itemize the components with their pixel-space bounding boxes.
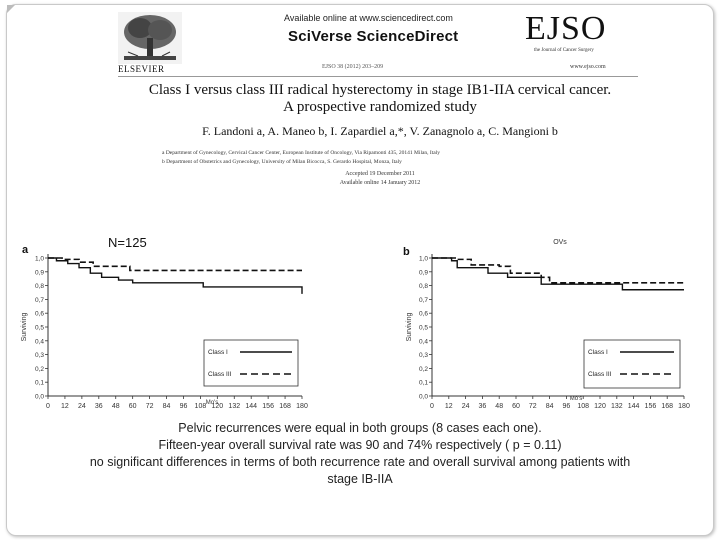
panel-b-legend-label: Class I <box>588 349 608 356</box>
panel-b-x-tick-label: 0 <box>430 403 434 410</box>
caption-line-4: stage IB-IIA <box>327 472 393 486</box>
journal-logo: EJSO <box>525 10 607 47</box>
panel-b-x-tick-label: 24 <box>462 403 470 410</box>
article-authors: F. Landoni a, A. Maneo b, I. Zapardiel a… <box>202 124 558 138</box>
panel-b-x-tick-label: 168 <box>661 403 673 410</box>
available-online-text: Available online at www.sciencedirect.co… <box>284 13 453 23</box>
panel-a-y-tick-label: 0,1 <box>35 380 44 387</box>
panel-a-series-class-i <box>48 257 303 294</box>
panel-b-x-tick-label: 36 <box>479 403 487 410</box>
panel-b-title: OVs <box>553 239 567 246</box>
panel-a-x-tick-label: 84 <box>163 403 171 410</box>
panel-a-y-tick-label: 0,7 <box>35 297 44 304</box>
panel-b-y-tick-label: 0,9 <box>419 269 428 276</box>
frame-corner <box>7 5 15 13</box>
elsevier-tree-logo <box>118 12 182 64</box>
panel-b-x-tick-label: 120 <box>594 403 606 410</box>
panel-b-legend-label: Class III <box>588 371 612 378</box>
available-date: Available online 14 January 2012 <box>339 180 421 186</box>
panel-a-x-tick-label: 168 <box>279 403 291 410</box>
caption-line-2: Fifteen-year overall survival rate was 9… <box>158 438 562 452</box>
panel-a-x-tick-label: 72 <box>146 403 154 410</box>
caption-line-1: Pelvic recurrences were equal in both gr… <box>178 421 542 435</box>
panel-b-x-tick-label: 48 <box>495 403 503 410</box>
panel-a-x-tick-label: 156 <box>262 403 274 410</box>
header-divider <box>118 76 638 77</box>
panel-a-y-tick-label: 0,9 <box>35 269 44 276</box>
panel-b-series-class-iii <box>432 257 684 284</box>
panel-a-y-tick-label: 0,5 <box>35 325 44 332</box>
article-title-line2: A prospective randomized study <box>283 99 477 115</box>
panel-a-x-tick-label: 48 <box>112 403 120 410</box>
panel-a-y-tick-label: 0,3 <box>35 352 44 359</box>
panel-b-legend-box <box>583 339 681 389</box>
panel-b-series-class-i <box>432 257 684 291</box>
panel-b-month-label: Mo's <box>570 396 582 402</box>
panel-a-x-tick-label: 24 <box>78 403 86 410</box>
panel-a-x-tick-label: 0 <box>46 403 50 410</box>
panel-b-x-tick-label: 156 <box>645 403 657 410</box>
panel-b-y-tick-label: 0,0 <box>419 394 428 401</box>
panel-a-y-tick-label: 0,2 <box>35 366 44 373</box>
panel-a-x-tick-label: 144 <box>245 403 257 410</box>
panel-b-y-tick-label: 0,1 <box>419 380 428 387</box>
panel-b-x-tick-label: 108 <box>577 403 589 410</box>
panel-a-x-tick-label: 12 <box>61 403 69 410</box>
panel-a-y-tick-label: 0,8 <box>35 283 44 290</box>
panel-a-y-axis-label: Surviving <box>21 313 28 342</box>
slide-caption: Pelvic recurrences were equal in both gr… <box>40 420 680 488</box>
panel-b-x-tick-label: 144 <box>628 403 640 410</box>
sciencedirect-brand: SciVerse ScienceDirect <box>288 28 459 45</box>
affiliation-a: a Department of Gynecology, Cervical Can… <box>162 150 440 156</box>
panel-b-y-tick-label: 0,6 <box>419 311 428 318</box>
panel-b-y-tick-label: 1,0 <box>419 256 428 263</box>
slide-frame <box>6 4 714 536</box>
panel-a-x-tick-label: 108 <box>195 403 207 410</box>
panel-a-legend-box <box>203 339 299 387</box>
panel-b-y-tick-label: 0,7 <box>419 297 428 304</box>
panel-b-x-tick-label: 12 <box>445 403 453 410</box>
journal-citation: EJSO 38 (2012) 203–209 <box>322 64 384 70</box>
panel-a-x-tick-label: 96 <box>180 403 188 410</box>
accepted-date: Accepted 19 December 2011 <box>345 171 415 177</box>
panel-a-x-tick-label: 180 <box>296 403 308 410</box>
panel-b-y-tick-label: 0,4 <box>419 338 428 345</box>
panel-a-y-tick-label: 0,4 <box>35 338 44 345</box>
panel-b-x-tick-label: 132 <box>611 403 623 410</box>
panel-b-x-tick-label: 180 <box>678 403 690 410</box>
panel-a-y-tick-label: 0,6 <box>35 311 44 318</box>
journal-url: www.ejso.com <box>570 64 606 70</box>
panel-b-x-tick-label: 72 <box>529 403 537 410</box>
publisher-name: ELSEVIER <box>118 64 165 74</box>
panel-a-y-tick-label: 1,0 <box>35 256 44 263</box>
article-title-line1: Class I versus class III radical hystere… <box>148 82 612 98</box>
panel-a-x-tick-label: 132 <box>228 403 240 410</box>
panel-a-x-tick-label: 60 <box>129 403 137 410</box>
panel-a-series-class-iii <box>48 257 302 272</box>
panel-b-x-tick-label: 84 <box>546 403 554 410</box>
panel-a-label: a <box>22 244 29 256</box>
panel-a-x-tick-label: 36 <box>95 403 103 410</box>
article-title: Class I versus class III radical hystere… <box>110 82 650 116</box>
panel-b-y-tick-label: 0,5 <box>419 325 428 332</box>
sample-size-label: N=125 <box>108 235 147 250</box>
panel-a-x-tick-label: 120 <box>211 403 223 410</box>
panel-a-legend-label: Class I <box>208 349 228 356</box>
journal-subtitle: the Journal of Cancer Surgery <box>534 48 594 53</box>
caption-line-3: no significant differences in terms of b… <box>89 455 631 469</box>
panel-b-y-tick-label: 0,2 <box>419 366 428 373</box>
panel-a-legend-label: Class III <box>208 371 232 378</box>
panel-b-x-tick-label: 96 <box>563 403 571 410</box>
panel-a-month-label: Mo's <box>206 400 218 406</box>
panel-b-x-tick-label: 60 <box>512 403 520 410</box>
affiliation-b: b Department of Obstetrics and Gynecolog… <box>162 159 402 165</box>
panel-a-y-tick-label: 0,0 <box>35 394 44 401</box>
panel-b-y-axis-label: Surviving <box>406 313 413 342</box>
panel-b-label: b <box>403 246 410 258</box>
panel-b-y-tick-label: 0,3 <box>419 352 428 359</box>
panel-b-y-tick-label: 0,8 <box>419 283 428 290</box>
